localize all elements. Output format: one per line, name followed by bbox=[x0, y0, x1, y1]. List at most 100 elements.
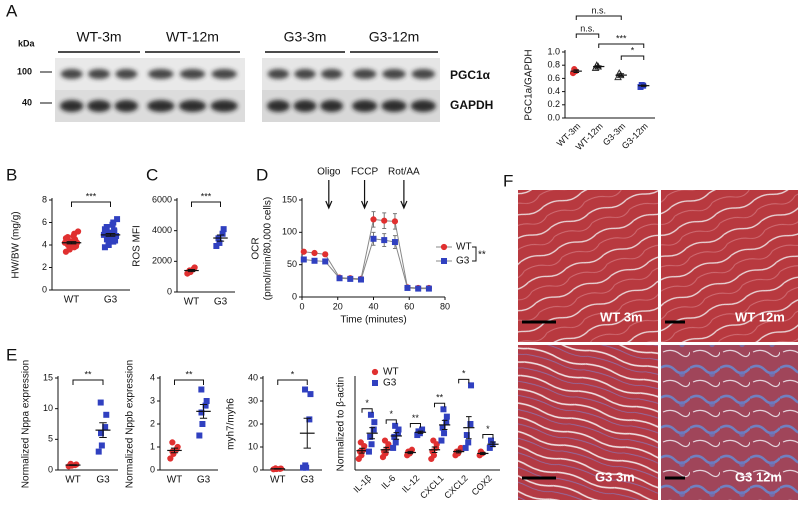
error-bar bbox=[640, 84, 647, 87]
data-point bbox=[199, 421, 206, 427]
significance-bracket bbox=[385, 419, 397, 424]
y-tick-label: 0 bbox=[42, 284, 47, 294]
data-point bbox=[174, 443, 181, 451]
data-point bbox=[371, 419, 378, 426]
data-point bbox=[347, 275, 354, 282]
data-point bbox=[336, 275, 343, 282]
y-tick-label: 0 bbox=[292, 291, 297, 301]
blot-band bbox=[352, 69, 377, 79]
error-bar bbox=[199, 403, 208, 419]
data-point bbox=[370, 235, 377, 242]
y-tick-label: 3 bbox=[150, 395, 155, 405]
protein-label: GAPDH bbox=[450, 98, 493, 112]
x-tick-label: WT bbox=[184, 297, 200, 308]
data-point bbox=[385, 441, 392, 448]
blot-band bbox=[59, 100, 84, 112]
legend-label: WT bbox=[383, 367, 399, 378]
x-tick-label: IL-12 bbox=[400, 473, 422, 495]
y-tick-label: 8 bbox=[42, 194, 47, 204]
data-point bbox=[302, 462, 309, 469]
significance-label: * bbox=[631, 45, 635, 55]
data-point bbox=[114, 216, 121, 223]
y-tick-label: 5 bbox=[48, 434, 53, 444]
x-tick-label: G3 bbox=[104, 295, 118, 306]
significance-label: * bbox=[462, 369, 466, 379]
data-point bbox=[300, 248, 307, 255]
error-bar bbox=[105, 233, 116, 237]
y-tick-label: 0 bbox=[150, 464, 155, 474]
panel-letter: D bbox=[256, 165, 268, 184]
data-point bbox=[111, 227, 118, 234]
x-tick-label: G3 bbox=[301, 475, 315, 486]
panel-letter: A bbox=[6, 1, 18, 20]
error-bar bbox=[466, 416, 472, 440]
error-bar bbox=[393, 432, 400, 440]
annotation: Oligo bbox=[317, 167, 341, 178]
data-point bbox=[322, 251, 329, 258]
significance-bracket bbox=[361, 408, 373, 413]
significance-label: ** bbox=[84, 369, 92, 379]
histology-label: WT 12m bbox=[735, 309, 785, 324]
data-point bbox=[468, 382, 475, 389]
y-axis-label: PGC1a/GAPDH bbox=[524, 49, 535, 120]
blot-band bbox=[320, 100, 344, 112]
x-tick-label: 40 bbox=[368, 301, 378, 311]
data-point bbox=[443, 413, 450, 420]
blot-band bbox=[115, 69, 138, 79]
error-bar bbox=[216, 234, 225, 242]
blot-band bbox=[267, 69, 290, 79]
annotation-arrow bbox=[325, 180, 333, 210]
data-point bbox=[311, 257, 318, 264]
significance-label: * bbox=[389, 409, 393, 419]
histology-image bbox=[518, 345, 658, 500]
x-tick-label: WT bbox=[270, 475, 286, 486]
y-tick-label: 20 bbox=[248, 418, 258, 428]
blot-band bbox=[410, 100, 436, 112]
error-bar bbox=[618, 73, 625, 77]
error-bar bbox=[187, 268, 196, 273]
significance-bracket bbox=[482, 434, 494, 439]
error-bar bbox=[455, 449, 462, 454]
legend-label: WT bbox=[456, 242, 472, 253]
data-point bbox=[592, 61, 601, 69]
data-point bbox=[357, 439, 364, 446]
significance-bracket bbox=[598, 43, 645, 48]
data-point bbox=[404, 284, 411, 291]
data-point bbox=[198, 386, 205, 393]
error-bar bbox=[359, 447, 365, 454]
data-point bbox=[365, 448, 372, 455]
y-tick-label: 1.0 bbox=[547, 46, 560, 56]
data-point bbox=[381, 237, 388, 244]
significance-bracket bbox=[174, 379, 204, 385]
blot-group-label: WT-12m bbox=[166, 29, 219, 45]
panel-letter: E bbox=[6, 345, 17, 364]
y-tick-label: 0.2 bbox=[547, 99, 560, 109]
data-point bbox=[370, 216, 377, 223]
y-tick-label: 4000 bbox=[152, 225, 172, 235]
blot-group-label: G3-3m bbox=[284, 29, 327, 45]
blot-band bbox=[381, 100, 407, 112]
kda-label: kDa bbox=[18, 38, 36, 48]
significance-label: * bbox=[486, 424, 490, 434]
x-tick-label: CXCL1 bbox=[418, 473, 446, 501]
data-point bbox=[381, 217, 388, 224]
blot-band bbox=[178, 100, 207, 112]
annotation: FCCP bbox=[351, 167, 379, 178]
data-point bbox=[391, 239, 398, 246]
data-point bbox=[74, 228, 82, 235]
significance-label: *** bbox=[86, 191, 97, 201]
data-point bbox=[167, 455, 174, 462]
error-bar bbox=[441, 419, 448, 431]
significance-bracket bbox=[434, 402, 446, 408]
y-axis-label: Normalized Nppb expression bbox=[125, 360, 136, 488]
data-point bbox=[367, 411, 374, 418]
y-axis-label: ROS MFI bbox=[132, 225, 143, 267]
error-bar bbox=[99, 422, 107, 438]
y-tick-label: 1 bbox=[150, 441, 155, 451]
blot-band bbox=[211, 69, 237, 79]
blot-band bbox=[148, 69, 174, 79]
data-point bbox=[302, 386, 309, 393]
data-point bbox=[368, 441, 375, 448]
y-tick-label: 40 bbox=[248, 372, 258, 382]
legend-label: G3 bbox=[456, 256, 470, 267]
